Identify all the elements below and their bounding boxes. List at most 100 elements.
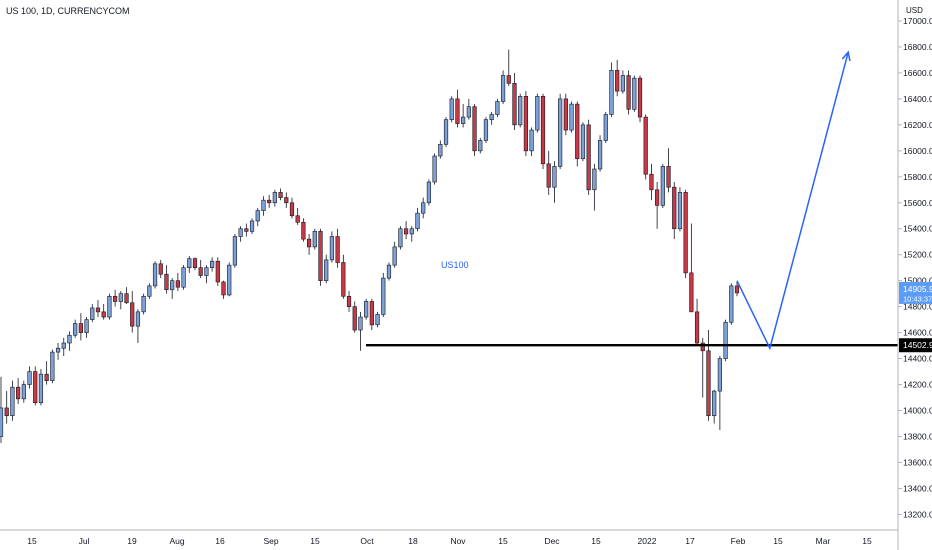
candle-body — [118, 293, 123, 302]
candle-body — [694, 311, 700, 344]
candle-body — [84, 319, 89, 333]
candle-body — [346, 295, 352, 307]
y-tick-label: 14600.0 — [903, 328, 932, 338]
candle-body — [278, 192, 283, 198]
candle-body — [415, 212, 420, 230]
candle-body — [227, 264, 232, 296]
candle-body — [78, 323, 83, 333]
candle-body — [637, 77, 643, 118]
candle-body — [626, 75, 631, 110]
candle-body — [432, 155, 437, 183]
x-tick-label: 15 — [591, 536, 601, 546]
candle-body — [10, 386, 15, 417]
candle-body — [147, 285, 152, 297]
y-tick-label: 16200.0 — [903, 120, 932, 130]
y-tick-label: 15400.0 — [903, 224, 932, 234]
candle-body — [329, 236, 335, 261]
candle-body — [113, 295, 118, 302]
candle-body — [301, 221, 306, 240]
candle-body — [563, 98, 568, 131]
candle-body — [141, 295, 146, 313]
candle-body — [449, 98, 454, 120]
candle-body — [381, 277, 386, 315]
candle-body — [73, 323, 78, 336]
y-tick-label: 15800.0 — [903, 172, 932, 182]
candle-body — [495, 101, 500, 115]
candle-body — [506, 75, 511, 84]
candle-body — [620, 75, 625, 92]
candle-body — [609, 70, 614, 115]
candle-body — [38, 373, 44, 404]
candle-body — [546, 163, 551, 188]
x-tick-label: 16 — [215, 536, 225, 546]
y-tick-label: 13600.0 — [903, 457, 932, 467]
x-tick-label: Dec — [544, 536, 560, 546]
x-tick-label: 15 — [310, 536, 320, 546]
candle-body — [375, 314, 380, 326]
candle-body — [580, 124, 586, 159]
candle-body — [335, 236, 340, 263]
candle-body — [238, 228, 243, 237]
candle-body — [700, 342, 705, 352]
last-price-value: 14905.9 — [903, 284, 932, 294]
candle-body — [175, 280, 180, 288]
candle-body — [295, 215, 300, 223]
candle-body — [409, 228, 414, 235]
last-price-tag — [899, 281, 932, 304]
price-axis[interactable]: 13200.0 13400.0 13600.0 13800.0 14000.0 14200… — [897, 0, 932, 550]
level-price-value: 14502.9 — [903, 340, 932, 350]
price-tags: 14905.910:43:37 14502.9 — [899, 281, 932, 353]
x-tick-label: 2022 — [638, 536, 657, 546]
candle-body — [603, 114, 608, 141]
y-tick-label: 13400.0 — [903, 483, 932, 493]
x-tick-label: 19 — [127, 536, 137, 546]
candle-body — [660, 166, 665, 206]
candle-body — [204, 267, 209, 276]
symbol-title: US 100, 1D, CURRENCYCOM — [6, 6, 130, 16]
y-tick-label: 16000.0 — [903, 146, 932, 156]
candle-body — [672, 186, 677, 230]
candle-body — [666, 166, 671, 188]
x-tick-label: Aug — [169, 536, 184, 546]
candle-body — [586, 124, 591, 191]
candle-body — [723, 321, 728, 359]
y-tick-label: 15000.0 — [903, 276, 932, 286]
candle-body — [21, 384, 26, 400]
candle-body — [535, 95, 540, 131]
candles-layer — [0, 49, 740, 443]
candle-body — [369, 301, 374, 326]
candle-body — [352, 306, 357, 331]
candle-body — [324, 259, 329, 281]
candle-body — [244, 228, 249, 232]
candle-body — [341, 262, 346, 297]
x-tick-label: 18 — [408, 536, 418, 546]
x-tick-label: 15 — [27, 536, 37, 546]
candle-body — [443, 119, 449, 145]
candle-body — [512, 83, 517, 126]
time-axis[interactable]: 15 Jul 19 Aug 16 Sep 15 Oct 18 Nov 15 Dec 15 2022 17 Fe… — [0, 529, 898, 546]
y-tick-label: 16800.0 — [903, 42, 932, 52]
x-tick-label: 15 — [498, 536, 508, 546]
us100-annotation[interactable]: US100 — [441, 260, 469, 270]
x-tick-label: Oct — [360, 536, 374, 546]
x-tick-label: 15 — [862, 536, 872, 546]
candle-body — [67, 334, 72, 344]
candle-body — [398, 228, 403, 248]
candle-body — [4, 407, 9, 417]
candle-body — [101, 311, 106, 318]
candle-body — [529, 129, 534, 152]
x-tick-label: Mar — [816, 536, 831, 546]
y-tick-label: 16400.0 — [903, 94, 932, 104]
candle-body — [267, 199, 272, 204]
candle-body — [421, 202, 426, 214]
candle-body — [500, 75, 506, 102]
y-tick-label: 14800.0 — [903, 302, 932, 312]
candle-body — [289, 202, 295, 217]
candle-body — [717, 358, 722, 392]
candle-body — [107, 295, 112, 318]
candle-body — [569, 103, 574, 131]
y-tick-label: 14000.0 — [903, 406, 932, 416]
candle-body — [403, 228, 409, 235]
candle-body — [192, 258, 198, 269]
